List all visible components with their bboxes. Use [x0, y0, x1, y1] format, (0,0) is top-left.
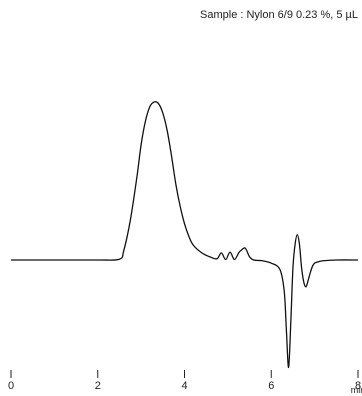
- chromatogram-trace: [11, 101, 359, 369]
- x-axis-unit-label: min: [351, 385, 362, 395]
- x-tick-label: 6: [268, 380, 274, 392]
- x-tick-label: 4: [181, 380, 187, 392]
- x-tick-label: 2: [95, 380, 101, 392]
- x-axis: 0 2 4 6 8min: [8, 370, 362, 395]
- x-tick-label: 8: [355, 380, 361, 392]
- x-tick-label: 0: [8, 380, 14, 392]
- plot-area: [11, 101, 359, 369]
- sample-note: Sample : Nylon 6/9 0.23 %, 5 µL: [200, 9, 358, 21]
